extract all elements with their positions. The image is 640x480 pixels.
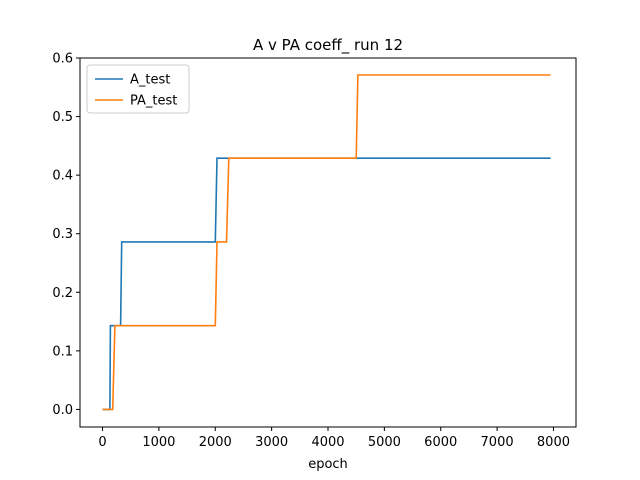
x-tick-label: 7000 [481,435,514,450]
legend-label: A_test [130,73,170,88]
x-tick-label: 1000 [142,435,175,450]
legend-box [86,64,190,114]
x-tick-label: 2000 [199,435,232,450]
y-tick-label: 0.2 [52,286,73,301]
x-tick-label: 4000 [311,435,344,450]
y-tick-label: 0.6 [52,52,73,67]
x-axis-label: epoch [308,457,348,472]
y-tick-label: 0.0 [52,403,73,418]
x-tick-label: 6000 [424,435,457,450]
y-axis: 0.0 0.1 0.2 0.3 0.4 0.5 0.6 [52,52,80,418]
legend: A_test PA_test [86,64,190,114]
x-tick-label: 5000 [368,435,401,450]
x-tick-label: 3000 [255,435,288,450]
y-tick-label: 0.5 [52,110,73,125]
series-line-pa-test [102,74,551,411]
x-tick-label: 0 [98,435,106,450]
x-axis: 0 1000 2000 3000 4000 5000 6000 7000 8000 [98,427,570,450]
y-tick-label: 0.1 [52,344,73,359]
series-line-a-test [102,157,551,411]
plot-area [102,74,551,411]
x-tick-label: 8000 [537,435,570,450]
y-tick-label: 0.4 [52,169,73,184]
chart-title: A v PA coeff_ run 12 [253,36,403,55]
y-tick-label: 0.3 [52,227,73,242]
legend-label: PA_test [130,94,177,109]
